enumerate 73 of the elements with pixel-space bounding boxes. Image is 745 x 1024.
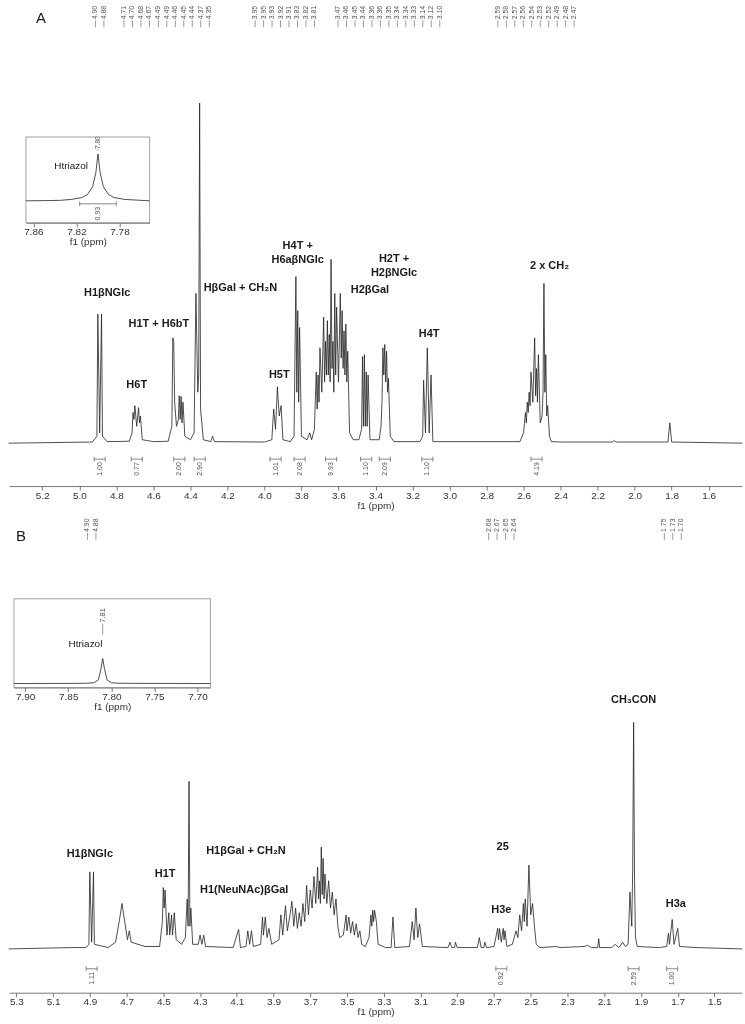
x-tick-label: 1.8 [665, 489, 680, 501]
chart-title: A [35, 9, 46, 27]
text: Htriazol [68, 637, 103, 649]
x-tick-label: 4.8 [109, 489, 125, 501]
x-tick-label: 7.78 [110, 226, 131, 238]
x-tick-label: 7.82 [67, 226, 88, 238]
annotation: H5T [268, 367, 290, 380]
x-axis-title: f1 (ppm) [69, 236, 107, 248]
chart-title: B [15, 526, 26, 544]
x-tick-label: 7.90 [15, 690, 36, 702]
x-tick-label: 5.1 [46, 996, 61, 1008]
annotation: H2βGal [350, 282, 390, 295]
x-tick-label: 3.9 [267, 996, 282, 1008]
x-tick-label: 4.5 [156, 996, 172, 1008]
annotation: H1βNGlc [66, 846, 114, 859]
x-tick-label: 7.80 [102, 690, 122, 702]
annotation: 25 [496, 840, 509, 853]
x-tick-label: 7.85 [59, 690, 79, 702]
x-tick-label: 2.0 [628, 489, 643, 501]
x-tick-label: 7.70 [188, 690, 209, 702]
x-tick-label: 3.4 [369, 489, 384, 501]
x-tick-label: 4.6 [146, 489, 162, 501]
x-tick-label: 2.9 [450, 996, 466, 1008]
x-tick-label: 4.7 [120, 996, 135, 1008]
x-tick-label: 5.2 [35, 489, 51, 501]
x-tick-label: 1.7 [671, 996, 686, 1008]
x-tick-label: 4.4 [183, 489, 199, 501]
annotation: H4T [418, 327, 440, 340]
x-tick-label: 5.3 [9, 996, 25, 1008]
x-axis-title: f1 (ppm) [357, 499, 395, 511]
x-tick-label: 4.9 [83, 996, 98, 1008]
annotation: H1T [154, 867, 176, 880]
x-tick-label: 4.3 [193, 996, 208, 1008]
x-tick-label: 3.6 [332, 489, 347, 501]
annotation: HβGal + CH₂N [203, 281, 278, 294]
x-tick-label: 5.0 [72, 489, 88, 501]
text: CH₃CON [610, 692, 657, 705]
annotation: H4T + H6aβNGlc [271, 238, 324, 265]
x-tick-label: 1.9 [634, 996, 649, 1008]
x-tick-label: 3.7 [303, 996, 319, 1008]
annotation: H1(NeuNAc)βGal [199, 882, 289, 895]
x-axis-title: f1 (ppm) [94, 700, 132, 712]
annotation: H1βGal + CH₂N [206, 844, 286, 857]
annotation: H3e [491, 903, 512, 916]
x-tick-label: 3.8 [295, 489, 310, 501]
x-tick-label: 3.2 [406, 489, 421, 501]
x-tick-label: 2.7 [487, 996, 502, 1008]
annotation: H6T [126, 378, 148, 391]
x-tick-label: 4.1 [230, 996, 245, 1008]
annotation: H3a [665, 896, 687, 909]
x-tick-label: 3.3 [377, 996, 392, 1008]
x-tick-label: 3.1 [414, 996, 429, 1008]
annotation: Htriazol [54, 160, 89, 172]
annotation: H1βNGlc [83, 286, 131, 299]
x-tick-label: 7.75 [145, 690, 166, 702]
x-tick-label: 4.0 [258, 489, 273, 501]
x-tick-label: 3.0 [443, 489, 458, 501]
x-tick-label: 2.6 [517, 489, 532, 501]
annotation: H2T + H2βNGlc [370, 251, 418, 278]
x-tick-label: 7.86 [24, 226, 45, 238]
x-tick-label: 2.8 [480, 489, 495, 501]
x-tick-label: 3.5 [340, 996, 355, 1008]
x-axis-title: f1 (ppm) [357, 1006, 395, 1018]
x-tick-label: 2.2 [591, 489, 606, 501]
x-tick-label: 2.3 [561, 996, 576, 1008]
x-tick-label: 2.4 [554, 489, 569, 501]
x-tick-label: 1.5 [708, 996, 723, 1008]
x-tick-label: 4.2 [220, 489, 236, 501]
annotation: H1T + H6bT [128, 317, 190, 330]
x-tick-label: 2.5 [524, 996, 539, 1008]
x-tick-label: 1.6 [702, 489, 717, 501]
annotation: 2 x CH₂ [530, 259, 570, 272]
x-tick-label: 2.1 [597, 996, 613, 1008]
